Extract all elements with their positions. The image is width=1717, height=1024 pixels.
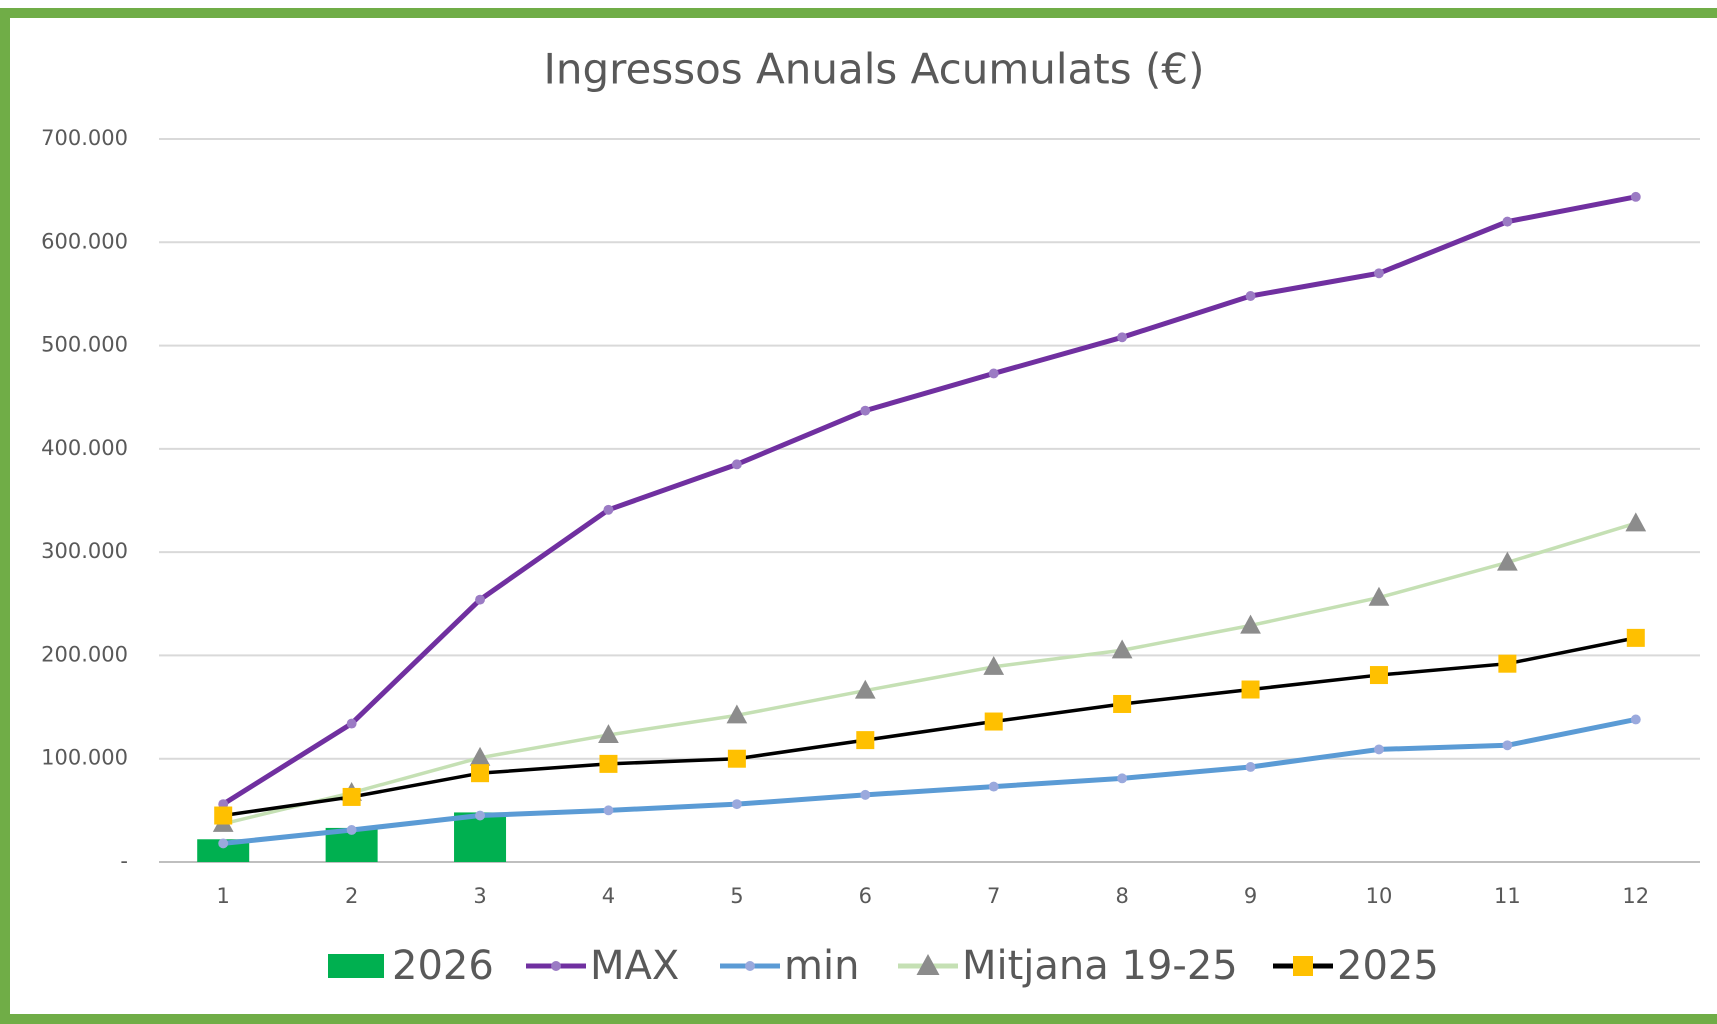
- marker: [471, 764, 490, 783]
- legend-label: Mitjana 19-25: [962, 943, 1238, 989]
- legend-label: min: [784, 943, 859, 989]
- x-tick-label: 2: [345, 884, 358, 908]
- line: [222, 636, 1637, 818]
- marker: [1117, 332, 1128, 343]
- marker: [1113, 694, 1132, 713]
- x-tick-label: 10: [1366, 884, 1393, 908]
- y-tick-label: 700.000: [41, 126, 128, 150]
- marker: [1498, 654, 1517, 673]
- marker: [1241, 680, 1260, 699]
- marker: [988, 781, 999, 792]
- bar: [454, 812, 507, 862]
- marker: [475, 594, 485, 605]
- marker: [1111, 639, 1133, 659]
- y-tick-label: 300.000: [41, 539, 128, 563]
- marker: [856, 731, 875, 750]
- marker: [598, 724, 619, 744]
- x-tick-label: 4: [602, 884, 615, 908]
- marker: [860, 405, 871, 416]
- legend-label: MAX: [590, 943, 679, 989]
- marker: [469, 746, 491, 766]
- marker: [214, 806, 233, 825]
- marker: [603, 805, 614, 816]
- marker: [1368, 586, 1390, 606]
- y-tick-label: 400.000: [41, 436, 128, 460]
- legend-marker: [916, 954, 940, 975]
- x-tick-label: 3: [473, 884, 486, 908]
- marker: [1369, 666, 1388, 685]
- line: [222, 717, 1637, 846]
- legend-swatch: [328, 954, 384, 978]
- marker: [1497, 551, 1518, 571]
- line: [222, 521, 1637, 826]
- marker: [1374, 744, 1384, 755]
- y-tick-label: 600.000: [41, 229, 128, 253]
- marker: [854, 679, 876, 699]
- marker: [1502, 740, 1513, 751]
- marker: [346, 718, 357, 729]
- y-tick-label: -: [120, 849, 128, 873]
- legend-label: 2025: [1337, 943, 1439, 989]
- marker: [1240, 614, 1261, 634]
- marker: [731, 799, 742, 810]
- y-tick-label: 200.000: [41, 642, 128, 666]
- x-tick-label: 12: [1622, 884, 1649, 908]
- marker: [1502, 216, 1513, 227]
- x-tick-label: 5: [730, 884, 743, 908]
- marker: [218, 838, 229, 849]
- marker: [983, 655, 1005, 675]
- marker: [984, 712, 1003, 731]
- legend-marker: [551, 961, 561, 971]
- x-tick-label: 1: [217, 884, 230, 908]
- legend-marker: [1293, 956, 1313, 976]
- chart-title: Ingressos Anuals Acumulats (€): [544, 45, 1205, 94]
- marker: [1626, 628, 1645, 647]
- y-tick-label: 500.000: [41, 333, 128, 357]
- marker: [1630, 714, 1641, 725]
- x-tick-label: 8: [1115, 884, 1128, 908]
- x-tick-label: 11: [1494, 884, 1521, 908]
- marker: [599, 754, 618, 773]
- marker: [727, 749, 746, 768]
- marker: [988, 368, 999, 379]
- line: [221, 194, 1637, 807]
- marker: [1245, 291, 1256, 301]
- legend-label: 2026: [392, 943, 494, 989]
- chart-frame: [0, 8, 1717, 1024]
- marker: [1630, 191, 1641, 202]
- x-tick-label: 7: [987, 884, 1000, 908]
- marker: [726, 704, 748, 724]
- marker: [860, 789, 871, 800]
- marker: [1245, 762, 1256, 772]
- y-tick-label: 100.000: [41, 746, 128, 770]
- x-tick-label: 9: [1244, 884, 1257, 908]
- marker: [1117, 773, 1128, 784]
- legend-marker: [745, 961, 755, 971]
- marker: [346, 825, 357, 835]
- x-tick-label: 6: [859, 884, 872, 908]
- marker: [342, 787, 361, 806]
- marker: [1374, 268, 1384, 279]
- marker: [475, 810, 485, 821]
- bar: [197, 839, 250, 862]
- marker: [603, 504, 614, 515]
- marker: [1625, 512, 1647, 532]
- marker: [731, 459, 742, 470]
